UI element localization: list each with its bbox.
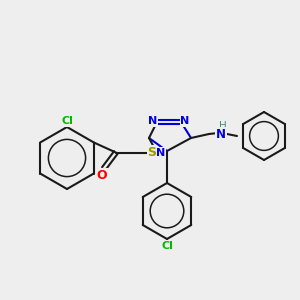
Text: Cl: Cl [161,241,173,251]
Text: N: N [148,116,158,126]
Text: N: N [180,116,190,126]
Text: N: N [156,148,166,158]
Text: H: H [219,121,227,131]
Text: O: O [97,169,107,182]
Text: S: S [147,146,156,159]
Text: Cl: Cl [61,116,73,126]
Text: N: N [216,128,226,140]
